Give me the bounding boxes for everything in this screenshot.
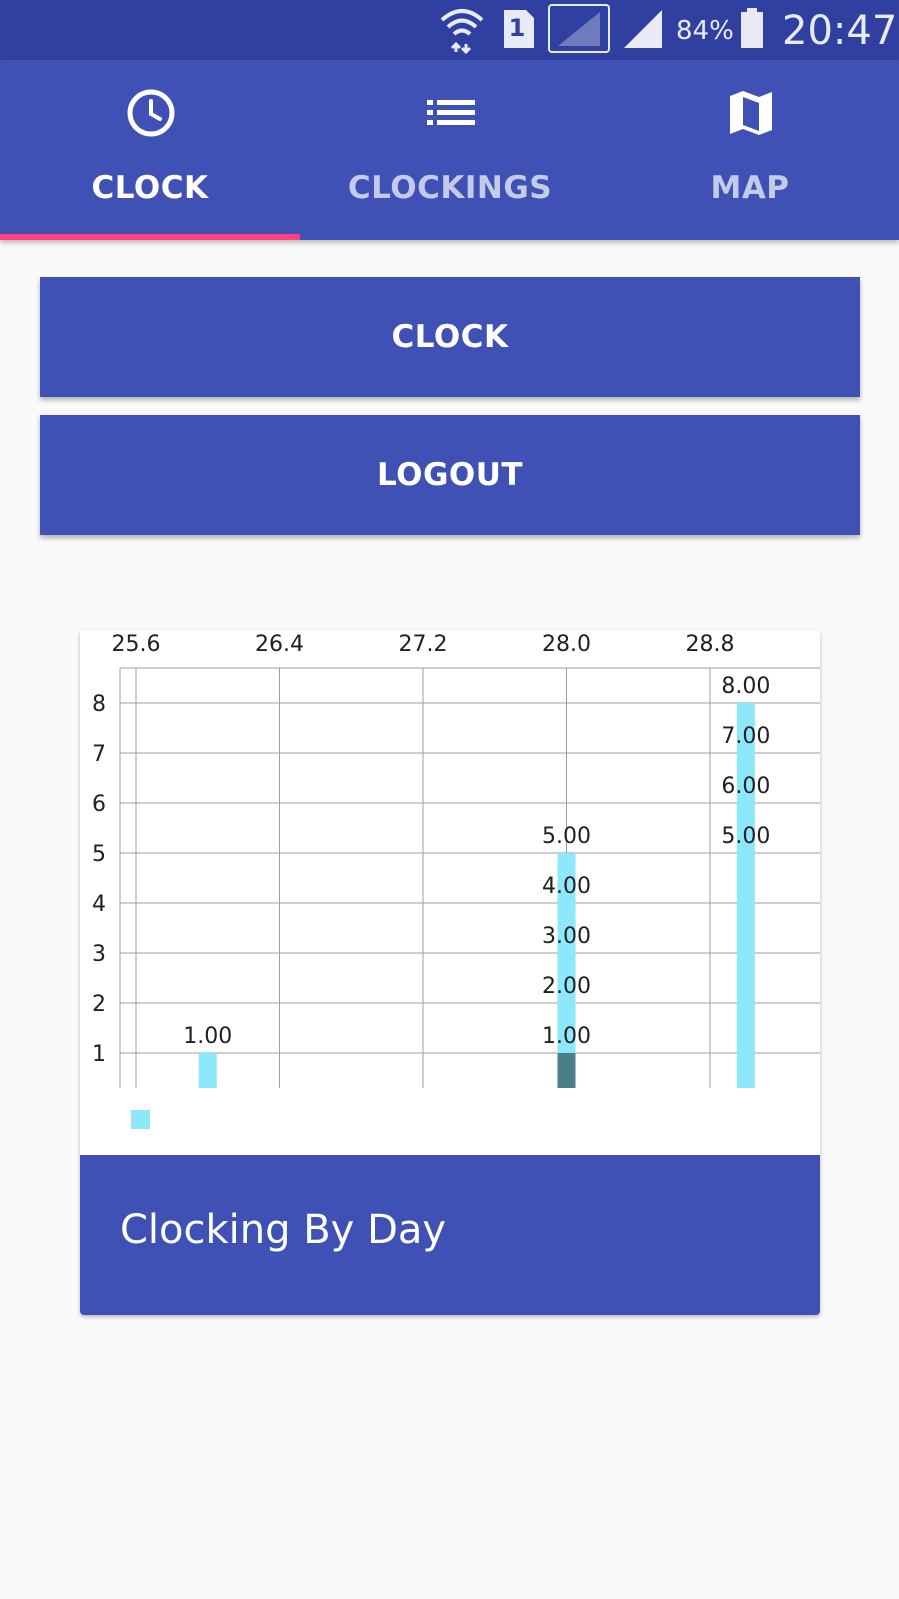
signal-icon [624, 10, 662, 48]
list-icon [427, 100, 475, 125]
legend-swatch [131, 1110, 150, 1129]
data-label: 5.00 [542, 824, 591, 849]
y-tick-label: 8 [92, 692, 106, 717]
x-tick-label: 27.2 [399, 632, 448, 657]
chart-card: 1 2 3 4 5 6 7 8 25.6 26.4 27.2 28.0 28.8 1.00 1.00 2.00… [80, 630, 820, 1315]
tab-clockings-label: CLOCKINGS [347, 170, 553, 206]
sim-card-icon [504, 10, 534, 48]
y-tick-label: 5 [92, 842, 106, 867]
battery-percentage: 84% [676, 16, 734, 46]
status-bar: 1 84% 20:47 [0, 0, 899, 60]
y-tick-label: 2 [92, 992, 106, 1017]
data-label: 7.00 [721, 724, 770, 749]
chart-bar [557, 853, 576, 1088]
data-label: 8.00 [721, 674, 770, 699]
card-title: Clocking By Day [120, 1207, 447, 1253]
active-tab-indicator [0, 234, 300, 240]
data-label: 1.00 [183, 1024, 232, 1049]
x-tick-label: 25.6 [112, 632, 161, 657]
tab-clock-label: CLOCK [91, 170, 209, 206]
map-icon [730, 91, 772, 135]
data-label: 6.00 [721, 774, 770, 799]
clock-icon [127, 89, 175, 137]
data-label: 5.00 [721, 824, 770, 849]
clocking-chart: 1 2 3 4 5 6 7 8 25.6 26.4 27.2 28.0 28.8 1.00 1.00 2.00… [92, 632, 820, 1129]
clock-button[interactable]: CLOCK [40, 277, 860, 397]
chart-bar-overlap [557, 1053, 576, 1088]
y-tick-label: 3 [92, 942, 106, 967]
sim-slot-number: 1 [508, 14, 526, 42]
x-tick-label: 28.0 [542, 632, 591, 657]
tab-bar: CLOCK CLOCKINGS MAP [0, 60, 899, 240]
tab-clock[interactable]: CLOCK [0, 60, 300, 240]
logout-button[interactable]: LOGOUT [40, 415, 860, 535]
chart-bar [736, 703, 755, 1088]
wifi-icon [440, 9, 484, 55]
x-tick-label: 28.8 [686, 632, 735, 657]
x-tick-label: 26.4 [255, 632, 304, 657]
y-tick-label: 6 [92, 792, 106, 817]
tab-clockings[interactable]: CLOCKINGS [300, 60, 600, 240]
data-label: 2.00 [542, 974, 591, 999]
y-tick-label: 7 [92, 742, 106, 767]
card-footer: Clocking By Day [80, 1155, 820, 1315]
y-tick-label: 1 [92, 1042, 106, 1067]
chart-bar [198, 1053, 217, 1088]
data-label: 1.00 [542, 1024, 591, 1049]
y-tick-label: 4 [92, 892, 106, 917]
battery-icon [741, 8, 763, 48]
tab-map-label: MAP [710, 170, 790, 206]
data-label: 4.00 [542, 874, 591, 899]
tab-map[interactable]: MAP [600, 60, 899, 240]
data-label: 3.00 [542, 924, 591, 949]
signal-empty-icon [548, 4, 610, 53]
clock-time: 20:47 [782, 8, 898, 54]
